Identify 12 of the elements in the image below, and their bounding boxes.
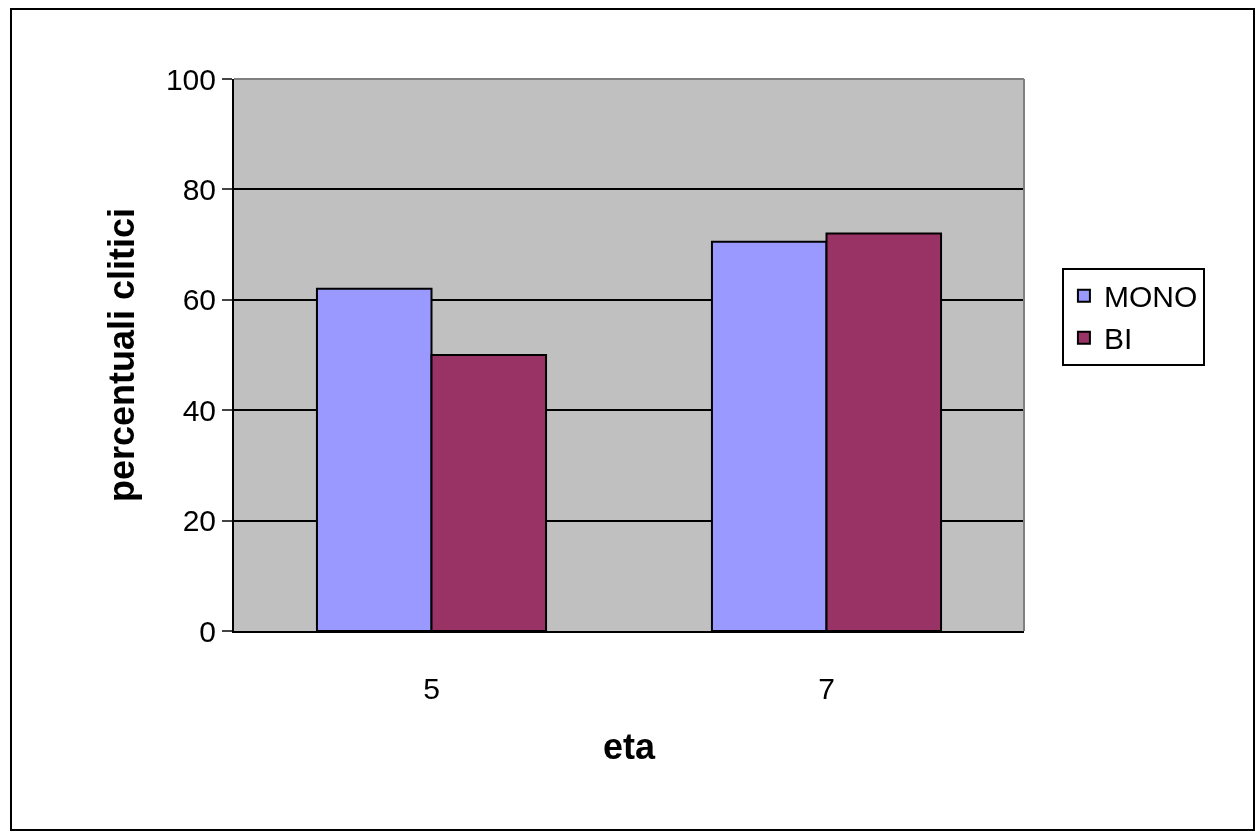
y-tick-label: 60 — [182, 283, 216, 317]
y-tick-label: 20 — [182, 504, 216, 538]
y-tick-label: 0 — [199, 614, 216, 648]
y-tick-label: 100 — [165, 62, 216, 96]
x-tick-label: 5 — [423, 672, 440, 705]
y-tick-label: 40 — [182, 393, 216, 427]
legend-label: BI — [1103, 322, 1133, 356]
y-axis-title: percentuali clitici — [101, 207, 143, 503]
y-tick-label: 80 — [182, 172, 216, 206]
x-tick-label: 7 — [818, 672, 835, 705]
legend-label: MONO — [1103, 280, 1198, 314]
x-axis-title: eta — [602, 726, 656, 768]
